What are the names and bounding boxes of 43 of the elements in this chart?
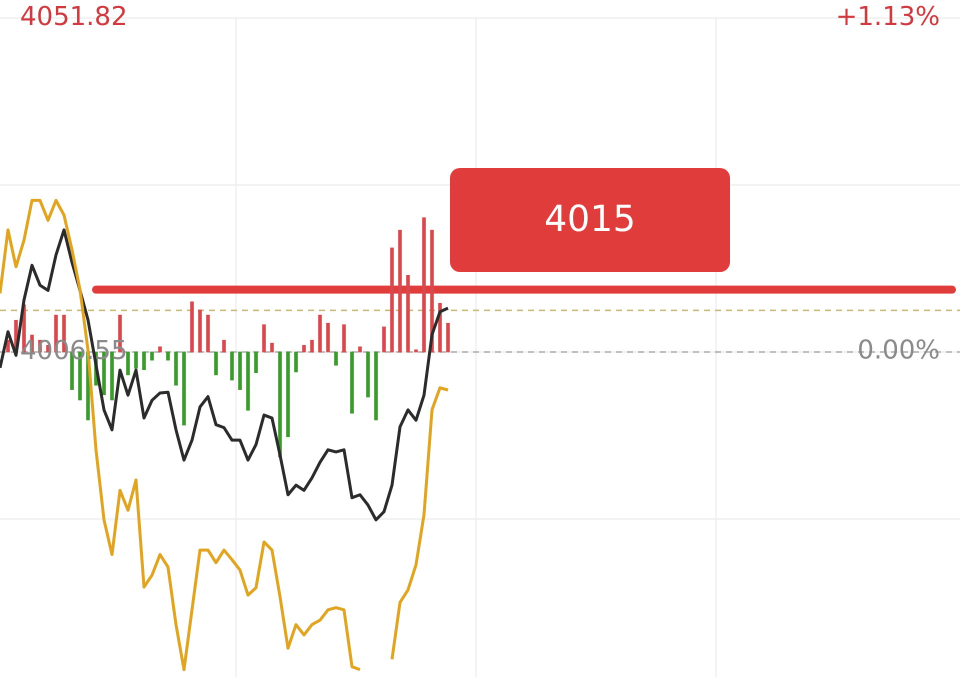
bar [230,352,234,380]
y2-tick-label: +1.13% [836,2,940,32]
bar [326,322,330,352]
bar [398,230,402,352]
bar [142,352,146,370]
bar [374,352,378,420]
bar [414,349,418,352]
bar [238,352,242,390]
price-tag: 4015 [450,168,730,272]
bar [270,342,274,352]
bar [278,352,282,458]
bar [214,352,218,376]
bar [166,352,170,360]
bar [134,352,138,369]
bar [342,324,346,352]
bar [198,310,202,352]
bar [254,352,258,373]
bar [222,340,226,352]
bar [422,217,426,352]
bar [310,340,314,352]
bar [302,345,306,352]
bar [334,352,338,366]
bar [406,274,410,352]
bar [350,352,354,414]
bar [174,352,178,386]
bar [358,346,362,352]
bar [126,352,130,376]
y2-tick-label: 0.00% [857,336,940,366]
bar [390,248,394,352]
bar [158,346,162,352]
bar [446,322,450,352]
bar [262,324,266,352]
bar [182,352,186,426]
bar [318,314,322,352]
bar [206,314,210,352]
bar [246,352,250,411]
bar [366,352,370,398]
bar [150,352,154,360]
bar [294,352,298,372]
bar [286,352,290,438]
y-tick-label: 4051.82 [20,2,128,32]
bar [190,302,194,352]
bar [382,326,386,352]
